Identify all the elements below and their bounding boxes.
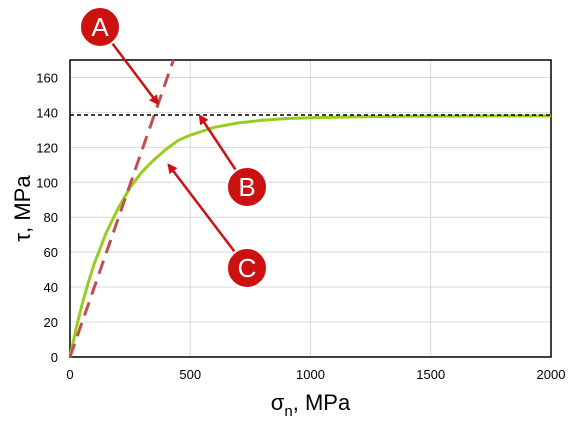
callout-arrow [167, 163, 236, 253]
y-tick-label: 0 [51, 350, 58, 365]
callout-c: C [167, 163, 268, 289]
callout-badge [226, 247, 268, 289]
callout-label: B [238, 172, 255, 202]
x-axis-title-rest: , MPa [293, 390, 351, 415]
y-tick-label: 40 [44, 280, 58, 295]
callout-label: C [238, 253, 257, 283]
y-axis-title: τ, MPa [10, 175, 35, 242]
y-tick-label: 140 [36, 105, 58, 120]
y-tick-label: 100 [36, 175, 58, 190]
x-axis-title-sub: n [284, 403, 292, 420]
x-axis-title-main: σ [271, 390, 285, 415]
x-tick-label: 1500 [416, 367, 445, 382]
x-tick-label: 2000 [537, 367, 566, 382]
y-tick-label: 80 [44, 210, 58, 225]
x-tick-label: 1000 [296, 367, 325, 382]
plot-area [69, 59, 552, 358]
callout-badge [79, 6, 121, 48]
series-line-solid [68, 114, 551, 358]
series-line-dashed [68, 59, 175, 358]
callout-a: A [79, 6, 159, 106]
callout-label: A [91, 12, 109, 42]
series-layer [68, 59, 551, 358]
x-tick-label: 0 [66, 367, 73, 382]
callout-badge [226, 166, 268, 208]
y-tick-label: 60 [44, 245, 58, 260]
x-axis-title: σn, MPa [271, 390, 351, 420]
y-tick-label: 20 [44, 315, 58, 330]
callouts: A B C [79, 6, 268, 289]
callout-arrow [198, 114, 237, 172]
callout-arrow [111, 42, 159, 106]
grid-lines [69, 60, 552, 358]
y-axis-ticks: 0 20 40 60 80 100 120 140 160 [36, 70, 58, 365]
y-tick-label: 120 [36, 140, 58, 155]
y-tick-label: 160 [36, 70, 58, 85]
x-tick-label: 500 [179, 367, 201, 382]
x-axis-ticks: 0 500 1000 1500 2000 [66, 367, 565, 382]
callout-b: B [198, 114, 268, 208]
